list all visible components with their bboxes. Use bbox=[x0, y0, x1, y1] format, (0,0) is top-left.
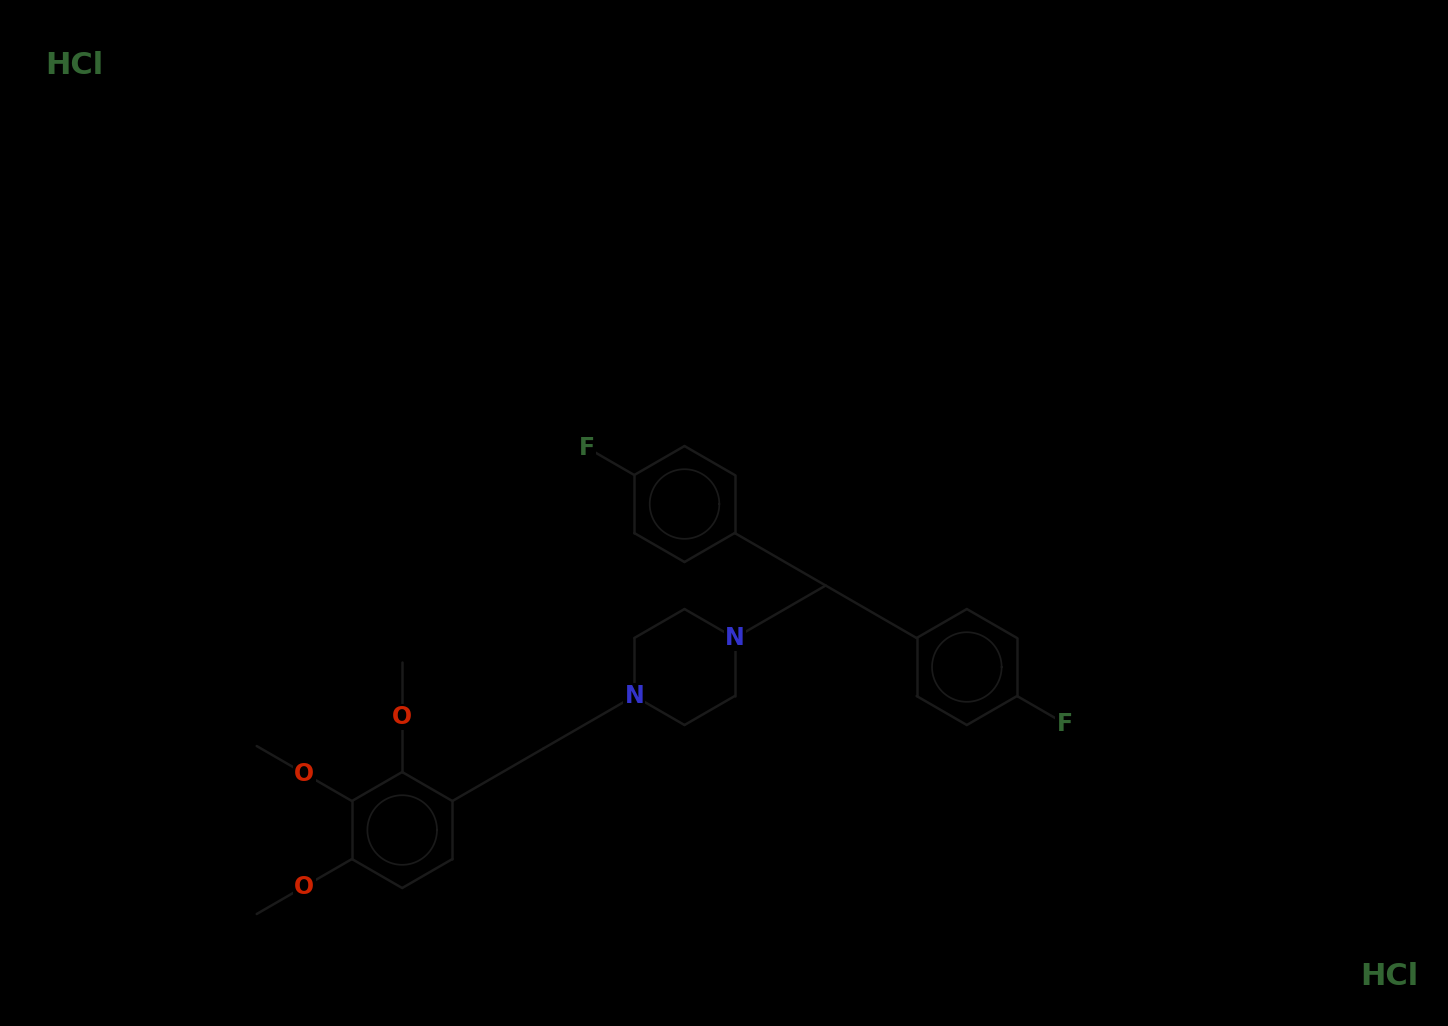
Text: O: O bbox=[294, 874, 314, 899]
Text: N: N bbox=[624, 684, 644, 708]
Text: N: N bbox=[725, 626, 744, 650]
Text: HCl: HCl bbox=[1360, 962, 1418, 991]
Text: O: O bbox=[392, 705, 413, 729]
Text: F: F bbox=[579, 435, 595, 460]
Text: F: F bbox=[1057, 711, 1073, 736]
Text: HCl: HCl bbox=[45, 51, 103, 80]
Text: O: O bbox=[294, 761, 314, 786]
